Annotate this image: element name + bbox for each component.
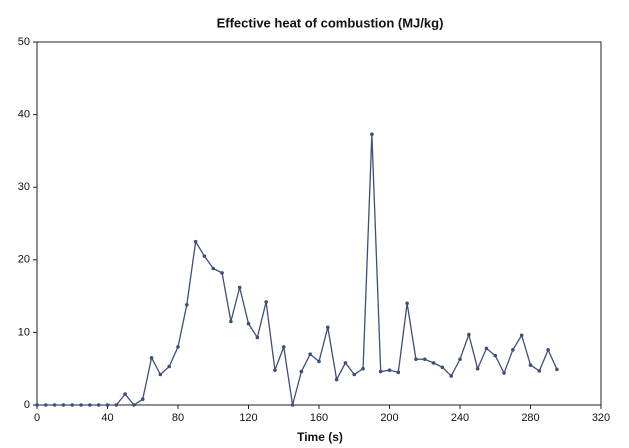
data-point xyxy=(88,403,92,407)
data-point xyxy=(528,363,533,367)
data-point xyxy=(158,372,163,377)
data-point xyxy=(387,368,392,372)
plot-frame xyxy=(36,41,602,406)
data-point xyxy=(176,345,180,349)
data-point xyxy=(555,367,559,372)
data-line xyxy=(37,134,558,406)
y-tick-label: 50 xyxy=(18,36,30,48)
data-point xyxy=(281,345,286,349)
x-axis-label: Time (s) xyxy=(297,430,343,444)
data-point xyxy=(317,359,321,364)
y-tick-label: 10 xyxy=(18,326,30,338)
x-tick-label: 40 xyxy=(101,412,113,424)
data-point xyxy=(229,319,233,324)
data-point xyxy=(519,333,524,338)
y-tick-label: 0 xyxy=(24,399,30,411)
data-point xyxy=(61,403,66,407)
data-point xyxy=(290,403,295,407)
data-point xyxy=(422,357,427,362)
data-point xyxy=(396,370,401,375)
y-tick-label: 20 xyxy=(18,254,30,266)
x-tick-label: 80 xyxy=(172,412,184,424)
data-point xyxy=(299,369,304,374)
data-point xyxy=(123,392,127,396)
x-tick-label: 120 xyxy=(239,412,257,424)
data-point xyxy=(220,271,224,275)
data-point xyxy=(493,353,498,358)
data-point xyxy=(35,403,39,407)
data-point xyxy=(96,403,101,407)
data-point xyxy=(149,356,154,360)
data-point xyxy=(440,365,445,370)
data-point xyxy=(361,366,365,371)
x-tick-label: 240 xyxy=(451,412,469,424)
data-point xyxy=(114,403,119,407)
x-tick-label: 160 xyxy=(310,412,328,424)
data-point xyxy=(105,403,110,407)
data-point xyxy=(502,371,506,375)
data-point xyxy=(44,403,48,407)
data-point xyxy=(193,239,198,244)
x-tick-label: 200 xyxy=(380,412,398,424)
data-point xyxy=(414,357,418,362)
data-point xyxy=(475,366,480,371)
data-point xyxy=(484,346,489,351)
data-point xyxy=(431,361,436,365)
data-point xyxy=(140,397,145,401)
x-tick-label: 0 xyxy=(34,412,40,424)
data-point xyxy=(246,321,251,326)
y-tick-label: 30 xyxy=(18,181,30,193)
data-point xyxy=(370,132,374,137)
data-point xyxy=(537,369,542,373)
x-tick-label: 320 xyxy=(592,412,610,424)
data-point xyxy=(237,285,242,290)
y-tick-label: 40 xyxy=(18,109,30,121)
data-point xyxy=(264,300,268,304)
data-point xyxy=(343,361,348,365)
data-point xyxy=(185,303,189,307)
data-point xyxy=(202,254,207,258)
data-point xyxy=(405,301,409,306)
data-point xyxy=(378,369,383,374)
chart-title: Effective heat of combustion (MJ/kg) xyxy=(217,15,444,30)
data-point xyxy=(326,325,330,330)
data-point xyxy=(352,372,357,377)
x-tick-label: 280 xyxy=(521,412,539,424)
data-point xyxy=(334,377,339,382)
data-point xyxy=(167,364,171,369)
data-point xyxy=(211,266,216,271)
data-point xyxy=(467,332,471,337)
data-point xyxy=(79,403,83,407)
data-point xyxy=(546,348,550,352)
data-point xyxy=(70,403,75,407)
data-point xyxy=(255,335,260,340)
data-point xyxy=(511,348,515,352)
data-point xyxy=(273,368,277,372)
data-point xyxy=(458,357,462,362)
data-point xyxy=(308,352,312,356)
data-point xyxy=(52,403,57,407)
data-point xyxy=(449,374,453,378)
data-point xyxy=(132,403,136,407)
